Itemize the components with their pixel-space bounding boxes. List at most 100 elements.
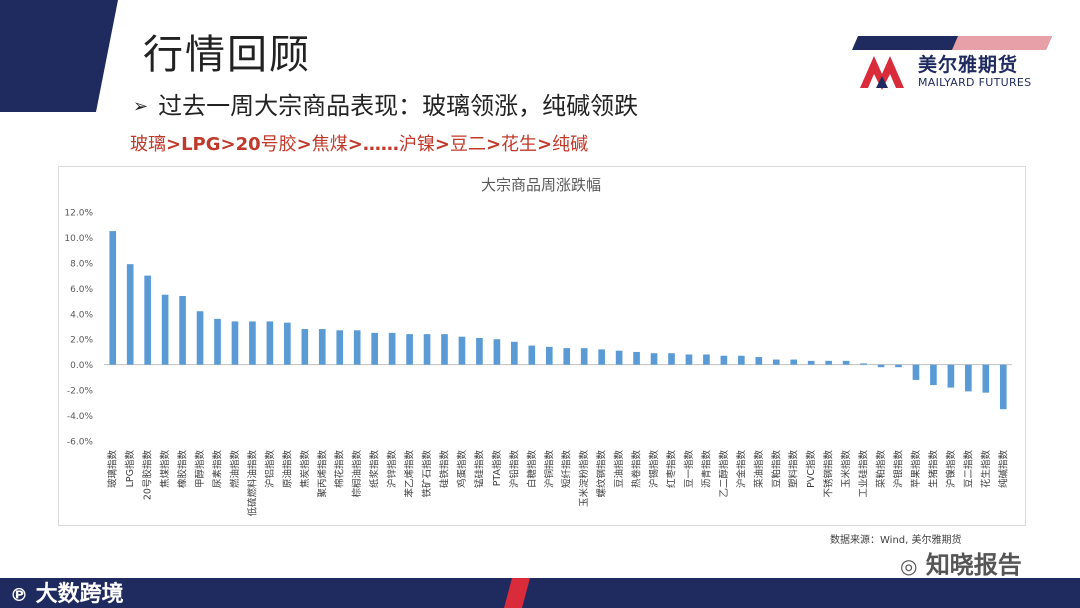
- x-tick-label: 甲醇指数: [194, 450, 206, 489]
- bar: [563, 348, 571, 365]
- footer-brand: ℗ 大数跨境: [10, 576, 124, 608]
- x-tick-label: 玉米淀粉指数: [578, 450, 590, 508]
- x-tick-label: 棕榈油指数: [351, 450, 363, 498]
- brand-logo-icon: ℗: [10, 585, 28, 606]
- ranking-segment: 号胶: [260, 134, 297, 155]
- bar: [807, 360, 815, 365]
- x-tick-label: 沪铝指数: [264, 450, 276, 489]
- ranking-segment: 焦煤: [311, 134, 348, 155]
- bar: [999, 364, 1007, 410]
- x-tick-label: 纯碱指数: [997, 450, 1009, 489]
- x-tick-label: 短纤指数: [561, 450, 573, 489]
- x-tick-label: 塑料指数: [788, 450, 800, 489]
- x-tick-label: 沪银指数: [893, 450, 905, 489]
- footer-accent: [504, 578, 1080, 608]
- bar: [738, 355, 745, 365]
- bar: [930, 364, 937, 386]
- footer-red-stripe: [504, 578, 530, 608]
- x-tick-label: 白糖指数: [526, 450, 538, 489]
- x-tick-label: 铁矿石指数: [421, 450, 433, 498]
- bar: [301, 329, 309, 365]
- bar: [580, 348, 588, 365]
- company-logo: [860, 56, 904, 90]
- bar: [353, 330, 361, 365]
- data-source: 数据来源：Wind, 美尔雅期货: [830, 535, 962, 546]
- bar: [231, 321, 239, 365]
- x-tick-label: 菜油指数: [753, 450, 765, 489]
- bar: [406, 334, 413, 365]
- x-tick-label: 苹果指数: [910, 450, 922, 489]
- bar: [423, 334, 431, 365]
- x-tick-label: 橡胶指数: [177, 450, 189, 489]
- bar: [633, 351, 640, 365]
- bar: [196, 311, 204, 365]
- bar: [668, 353, 675, 365]
- ranking-segment: 花生: [501, 134, 538, 155]
- x-tick-label: 豆油指数: [613, 450, 625, 489]
- x-tick-label: 沪铜指数: [543, 450, 555, 489]
- bar: [441, 334, 448, 365]
- bar: [615, 350, 623, 365]
- ranking-segment: >……: [347, 134, 399, 155]
- bar: [266, 321, 274, 365]
- logo-m-center: [876, 76, 888, 88]
- x-tick-label: 沪铅指数: [508, 450, 520, 489]
- bar: [528, 345, 536, 365]
- x-tick-label: 聚丙烯指数: [316, 450, 328, 498]
- y-tick-label: 6.0%: [70, 285, 93, 295]
- bar: [947, 364, 955, 388]
- x-tick-label: 红枣指数: [666, 450, 678, 489]
- subtitle: ➢ 过去一周大宗商品表现：玻璃领涨，纯碱领跌: [133, 86, 638, 121]
- bar: [598, 349, 605, 365]
- wechat-icon: ◎: [900, 554, 918, 578]
- x-tick-label: 沪锡指数: [648, 450, 660, 489]
- x-tick-label: 燃油指数: [229, 450, 241, 489]
- bar: [545, 346, 553, 365]
- logo-cn-text: 美尔雅期货: [918, 54, 1019, 76]
- bullet-arrow-icon: ➢: [133, 96, 149, 117]
- x-tick-label: 玻璃指数: [107, 450, 119, 489]
- subtitle-text: 过去一周大宗商品表现：玻璃领涨，纯碱领跌: [158, 92, 639, 120]
- x-tick-label: 沪锌指数: [386, 450, 398, 489]
- x-tick-label: 工业硅指数: [858, 450, 870, 498]
- y-tick-label: 10.0%: [64, 234, 93, 244]
- x-tick-label: 苯乙烯指数: [404, 450, 416, 498]
- bar: [144, 275, 151, 365]
- ranking-segment: >LPG>20: [166, 134, 261, 155]
- x-tick-label: 锰硅指数: [473, 450, 485, 489]
- x-tick-label: 豆粕指数: [770, 450, 782, 489]
- bar: [458, 336, 466, 365]
- bar: [755, 357, 763, 365]
- ranking-line: 玻璃>LPG>20号胶>焦煤>……沪镍>豆二>花生>纯碱: [130, 130, 588, 156]
- x-tick-label: 生猪指数: [927, 450, 939, 489]
- bar: [371, 332, 378, 365]
- bar: [877, 364, 885, 368]
- x-tick-label: 原油指数: [281, 450, 293, 489]
- bar: [336, 330, 344, 365]
- x-tick-label: 硅铁指数: [439, 450, 451, 489]
- x-tick-label: 焦炭指数: [299, 450, 311, 489]
- bar: [126, 264, 134, 365]
- header-navy-shape: [0, 0, 118, 112]
- ranking-segment: >: [434, 134, 450, 155]
- bar: [703, 354, 710, 365]
- bar: [511, 341, 518, 365]
- x-tick-label: 焦煤指数: [159, 450, 171, 489]
- bar: [284, 322, 291, 365]
- ranking-segment: 沪镍: [398, 134, 435, 155]
- bar: [214, 318, 221, 365]
- page-title: 行情回顾: [143, 32, 311, 78]
- bar: [249, 321, 256, 365]
- x-tick-label: 纸浆指数: [369, 450, 381, 489]
- watermark-label: 知晓报告: [925, 551, 1022, 579]
- x-tick-label: 沪金指数: [735, 450, 747, 489]
- ranking-segment: 玻璃: [130, 134, 166, 155]
- x-tick-label: 花生指数: [980, 450, 992, 489]
- y-tick-label: -2.0%: [67, 387, 94, 397]
- ranking-segment: 豆二: [449, 134, 486, 155]
- bar: [912, 364, 920, 380]
- bar: [895, 364, 902, 368]
- x-tick-label: 豆二指数: [962, 450, 974, 489]
- chart-title: 大宗商品周涨跌幅: [480, 176, 601, 194]
- bar: [982, 364, 990, 393]
